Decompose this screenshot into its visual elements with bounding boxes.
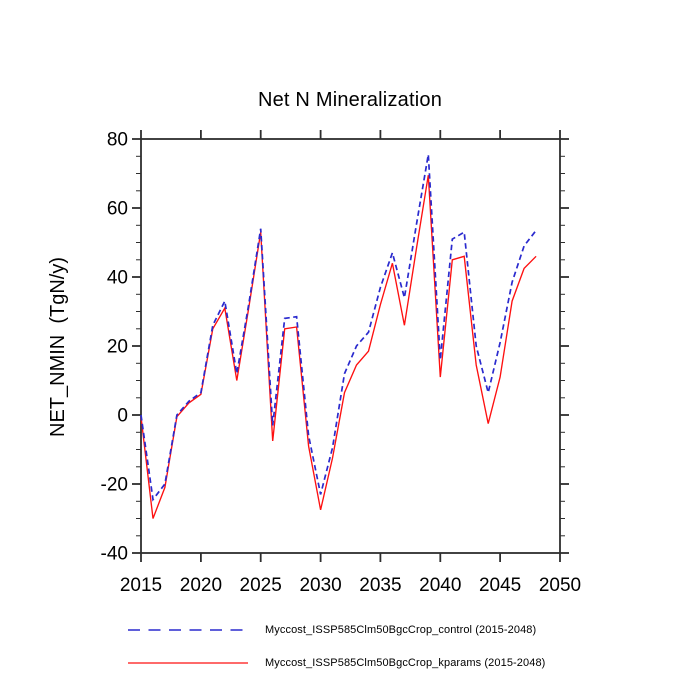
legend-item-control: Myccost_ISSP585Clm50BgcCrop_control (201… <box>126 622 536 638</box>
svg-text:20: 20 <box>107 337 128 358</box>
legend-item-kparams: Myccost_ISSP585Clm50BgcCrop_kparams (201… <box>126 655 545 671</box>
svg-text:2025: 2025 <box>240 575 282 596</box>
svg-text:-20: -20 <box>101 475 128 496</box>
svg-text:-40: -40 <box>101 544 128 565</box>
legend-label-control: Myccost_ISSP585Clm50BgcCrop_control (201… <box>265 624 537 636</box>
svg-text:2015: 2015 <box>120 575 162 596</box>
legend-label-kparams: Myccost_ISSP585Clm50BgcCrop_kparams (201… <box>265 657 546 669</box>
svg-text:40: 40 <box>107 268 128 289</box>
svg-text:60: 60 <box>107 199 128 220</box>
svg-text:2020: 2020 <box>180 575 222 596</box>
legend-line-solid-icon <box>128 662 248 664</box>
svg-text:2040: 2040 <box>419 575 461 596</box>
chart-title: Net N Mineralization <box>257 89 443 111</box>
svg-text:2030: 2030 <box>299 575 341 596</box>
svg-text:80: 80 <box>107 130 128 151</box>
legend-line-dashed-icon <box>128 629 248 631</box>
y-axis-label: NET_NMIN (TgN/y) <box>47 257 69 437</box>
svg-text:2050: 2050 <box>539 575 581 596</box>
svg-text:2035: 2035 <box>359 575 401 596</box>
svg-text:2045: 2045 <box>479 575 521 596</box>
svg-text:0: 0 <box>117 406 128 427</box>
